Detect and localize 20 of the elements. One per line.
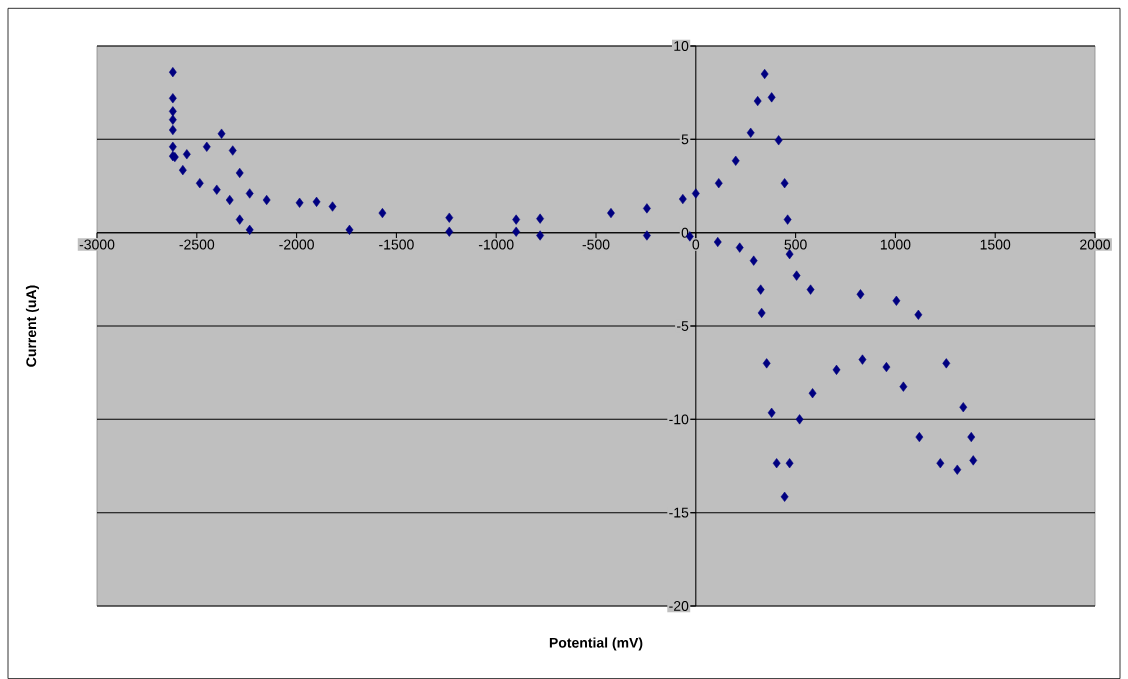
x-axis-title: Potential (mV) [549, 637, 643, 651]
y-tick-label: -5 [677, 321, 689, 331]
y-tick-label: 0 [681, 227, 689, 238]
x-tick-label: -1000 [478, 239, 514, 250]
y-tick-label: -10 [669, 414, 689, 425]
x-tick-label: 2000 [1080, 239, 1111, 250]
x-tick-label: 0 [692, 239, 700, 250]
x-tick-label: 1500 [980, 239, 1011, 250]
y-tick-label: 10 [674, 41, 689, 51]
x-tick-label: -1500 [379, 239, 414, 250]
y-tick-label: -20 [669, 601, 689, 611]
x-tick-label: -2000 [279, 239, 314, 250]
y-axis-title: Current (uA) [25, 285, 39, 367]
x-tick-label: -2500 [179, 239, 215, 250]
x-tick-label: -500 [582, 239, 610, 250]
x-tick-label: 1000 [880, 239, 911, 250]
x-tick-label: 500 [784, 239, 807, 250]
y-tick-label: 5 [681, 134, 689, 145]
x-tick-label: -3000 [79, 239, 115, 250]
y-tick-label: -15 [669, 507, 689, 518]
